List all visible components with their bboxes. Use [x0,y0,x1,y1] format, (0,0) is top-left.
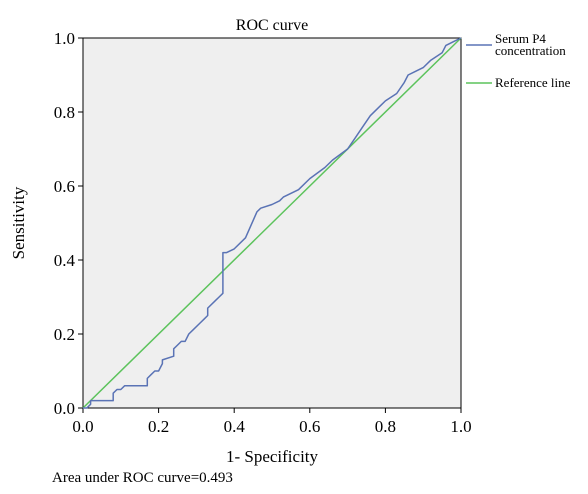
y-tick-label: 0.4 [54,251,76,270]
x-axis-label: 1- Specificity [226,447,319,466]
reference-line [82,37,462,409]
x-tick-label: 0.0 [72,417,93,436]
y-tick-label: 0.0 [54,399,75,418]
roc-curve-line [83,37,462,409]
x-tick-label: 1.0 [450,417,471,436]
y-tick-label: 0.6 [54,177,75,196]
y-tick-label: 0.2 [54,325,75,344]
axis-ticks: 0.0 0.2 0.4 0.6 0.8 1.0 0.0 0.2 0.4 0.6 0.8 1.0 [54,29,472,436]
series-lines [82,37,462,409]
x-tick-label: 0.8 [375,417,396,436]
legend-label: Serum P4 concentration [495,31,566,58]
y-axis-label: Sensitivity [9,186,28,259]
x-tick-label: 0.2 [148,417,169,436]
y-tick-label: 1.0 [54,29,75,48]
legend-label: Reference line [495,75,571,90]
auc-annotation: Area under ROC curve=0.493 [52,470,233,486]
x-tick-label: 0.6 [299,417,320,436]
chart-title: ROC curve [236,17,308,34]
legend: Serum P4 concentration Reference line [466,31,571,90]
y-tick-label: 0.8 [54,103,75,122]
x-tick-label: 0.4 [224,417,246,436]
